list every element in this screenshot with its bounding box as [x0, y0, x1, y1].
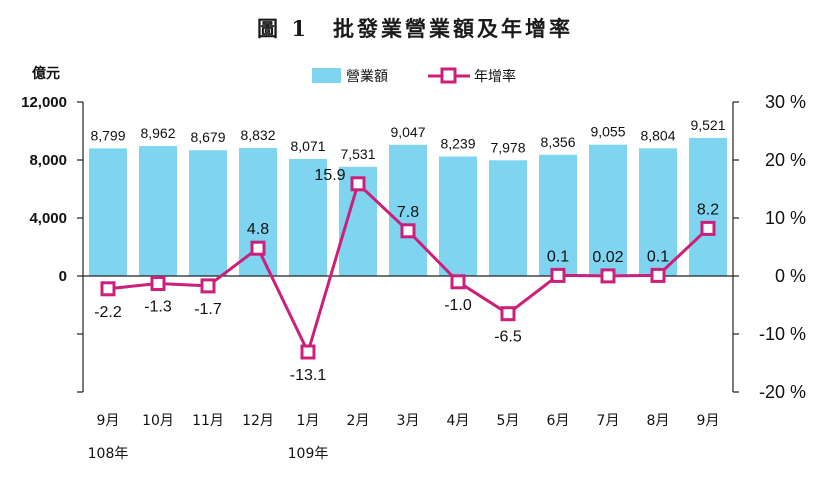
bar: [289, 159, 327, 276]
category-label: 2月: [347, 413, 370, 429]
bar: [89, 148, 127, 276]
bar-series: [89, 137, 727, 276]
bar-value-label: 8,356: [540, 134, 575, 150]
line-value-label: -1.0: [444, 297, 472, 314]
right-tick-label: -20 %: [759, 382, 806, 402]
category-label: 6月: [547, 413, 570, 429]
growth-rate-marker: [250, 240, 266, 256]
bar: [639, 148, 677, 276]
growth-rate-marker: [400, 223, 416, 239]
line-value-label: -2.2: [94, 304, 122, 321]
bar-value-label: 8,804: [640, 127, 675, 143]
year-label: 109年: [288, 446, 329, 462]
growth-rate-marker: [300, 344, 316, 360]
line-value-label: -13.1: [290, 367, 327, 384]
left-tick-label: 12,000: [21, 94, 67, 111]
category-label: 1月: [297, 413, 320, 429]
bar: [589, 144, 627, 276]
bar-value-label: 9,047: [390, 124, 425, 140]
right-tick-label: 30 %: [765, 92, 806, 112]
legend-marker-swatch: [440, 67, 457, 84]
category-label: 9月: [97, 413, 120, 429]
right-tick-label: -10 %: [759, 324, 806, 344]
left-tick-label: 8,000: [29, 152, 67, 169]
legend-label-line: 年增率: [474, 68, 516, 85]
bar-value-label: 8,799: [90, 127, 125, 143]
growth-rate-marker: [500, 306, 516, 322]
bar: [489, 160, 527, 276]
category-label: 10月: [142, 413, 174, 429]
category-label: 12月: [242, 413, 274, 429]
line-value-label: 8.2: [697, 201, 719, 218]
line-value-label: 0.1: [547, 248, 569, 265]
right-tick-label: 20 %: [765, 150, 806, 170]
bar-value-label: 9,055: [590, 124, 625, 140]
year-label: 108年: [88, 446, 129, 462]
category-label: 9月: [697, 413, 720, 429]
growth-rate-marker: [700, 220, 716, 236]
line-value-label: -6.5: [494, 329, 522, 346]
bar-value-label: 8,832: [240, 127, 275, 143]
line-series: [100, 176, 716, 360]
growth-rate-marker: [350, 176, 366, 192]
growth-rate-marker: [200, 278, 216, 294]
growth-rate-marker: [550, 267, 566, 283]
bar-value-label: 8,962: [140, 125, 175, 141]
bar: [539, 154, 577, 276]
growth-rate-marker: [650, 267, 666, 283]
category-label: 11月: [192, 413, 224, 429]
bar-value-label: 8,679: [190, 129, 225, 145]
line-value-label: 0.02: [592, 249, 623, 266]
bar-value-label: 8,071: [290, 138, 325, 154]
category-label: 3月: [397, 413, 420, 429]
bar: [389, 144, 427, 276]
bar: [189, 150, 227, 276]
legend: 營業額 年增率: [312, 67, 516, 85]
growth-rate-marker: [150, 276, 166, 291]
growth-rate-marker: [100, 281, 116, 297]
category-label: 5月: [497, 413, 520, 429]
data-labels: 8,799 8,962 8,679 8,832 8,071 7,531 9,047 8,239…: [90, 117, 725, 384]
left-axis-unit: 億元: [32, 65, 60, 82]
line-value-label: -1.3: [144, 299, 172, 316]
growth-rate-marker: [600, 268, 616, 284]
legend-label-bar: 營業額: [346, 69, 388, 85]
right-tick-label: 0 %: [775, 266, 806, 286]
line-value-label: 15.9: [314, 167, 345, 184]
bar: [439, 156, 477, 276]
category-label: 7月: [597, 413, 620, 429]
line-value-label: 7.8: [397, 204, 419, 221]
growth-rate-marker: [450, 274, 466, 290]
right-tick-label: 10 %: [765, 208, 806, 228]
bar: [689, 137, 727, 276]
line-value-label: 0.1: [647, 248, 669, 265]
category-label: 8月: [647, 413, 670, 429]
line-value-label: -1.7: [194, 301, 222, 318]
legend-swatch-bar: [312, 68, 341, 83]
chart-title: 圖 1 批發業營業額及年增率: [257, 16, 573, 41]
bar-value-label: 8,239: [440, 136, 475, 152]
bar-value-label: 9,521: [690, 117, 725, 133]
axes: 12,000 8,000 4,000 0 30 % 20 % 10 % 0 % -10 % -20…: [21, 92, 806, 462]
category-label: 4月: [447, 413, 470, 429]
bar-value-label: 7,531: [340, 146, 375, 162]
bar-value-label: 7,978: [490, 139, 525, 155]
bar: [139, 146, 177, 276]
left-tick-label: 0: [59, 268, 67, 285]
line-value-label: 4.8: [247, 221, 269, 238]
left-tick-label: 4,000: [29, 210, 67, 227]
